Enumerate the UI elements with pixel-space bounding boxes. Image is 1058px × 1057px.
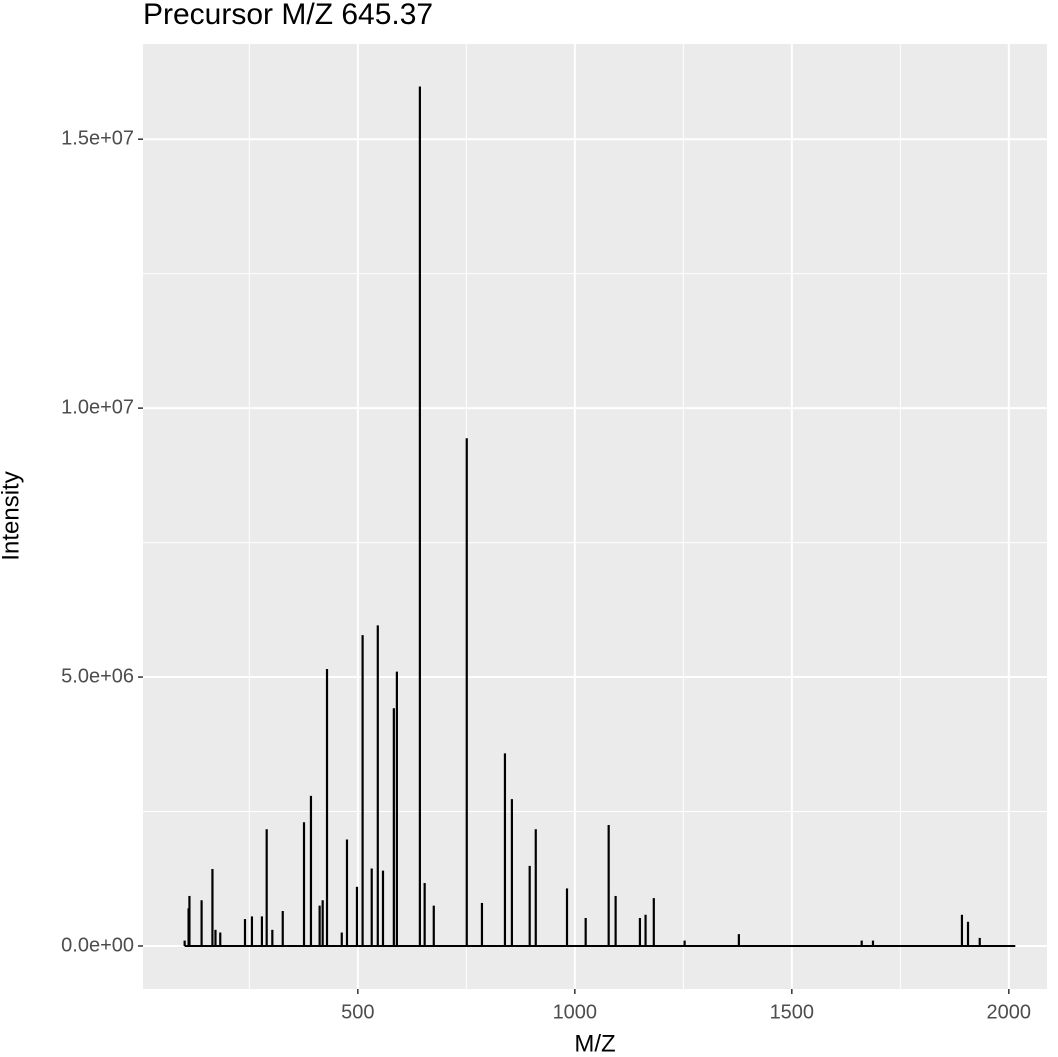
chart-title: Precursor M/Z 645.37 (143, 0, 433, 31)
x-tick-label: 1500 (770, 1001, 815, 1023)
plot-panel (143, 44, 1047, 989)
x-tick-label: 2000 (987, 1001, 1032, 1023)
y-tick-label: 1.5e+07 (61, 127, 134, 149)
x-axis-label: M/Z (574, 1030, 615, 1057)
x-tick-label: 500 (341, 1001, 374, 1023)
y-tick-label: 5.0e+06 (61, 665, 134, 687)
y-tick-label: 1.0e+07 (61, 396, 134, 418)
y-axis-label: Intensity (0, 471, 24, 560)
y-tick-label: 0.0e+00 (61, 934, 134, 956)
x-tick-label: 1000 (553, 1001, 598, 1023)
